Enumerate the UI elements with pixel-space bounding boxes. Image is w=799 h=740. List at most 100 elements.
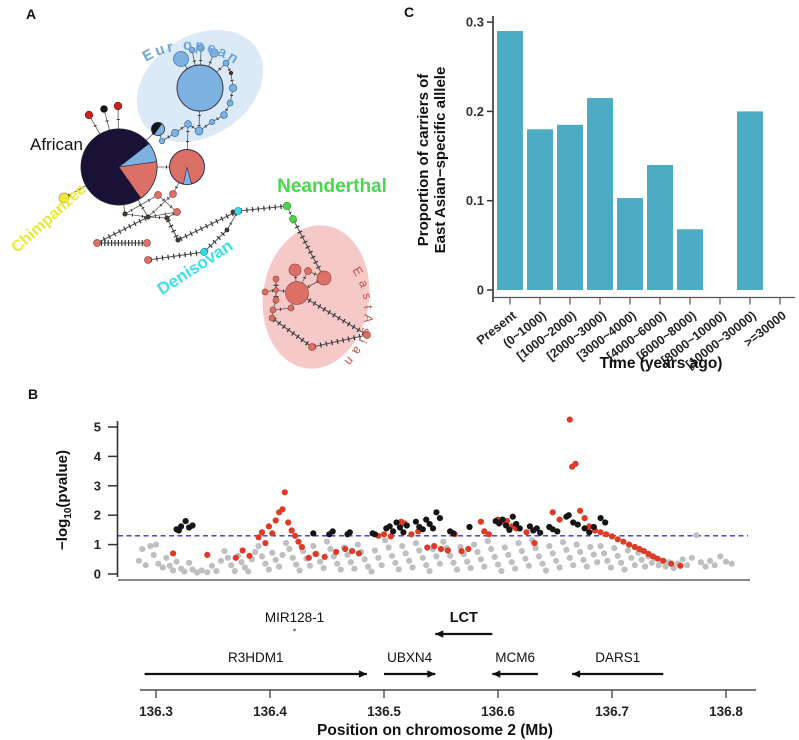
gene-label-DARS1: DARS1: [595, 650, 640, 665]
scatter-point-background: [573, 541, 580, 548]
scatter-point-background: [494, 561, 502, 568]
c-xlabel: Time (years ago): [600, 355, 723, 372]
scatter-point-archaic-shared: [586, 529, 593, 536]
haplotype-node-salmon: [154, 191, 162, 199]
scatter-point-background: [587, 543, 594, 551]
scatter-point-background: [711, 562, 718, 569]
bar-0: [497, 31, 523, 291]
scatter-point-background: [221, 548, 228, 555]
gene-label-MIR128-1: MIR128-1: [265, 610, 324, 625]
UBXN4-gene-arrowhead: [427, 670, 436, 678]
scatter-point-archaic-shared: [329, 528, 336, 535]
scatter-point-background: [147, 543, 154, 550]
scatter-point-background: [511, 565, 519, 572]
scatter-point-east-asian-specific: [246, 552, 253, 559]
scatter-point-background: [217, 557, 225, 564]
scatter-point-background: [518, 548, 526, 555]
b-x-tick-label: 136.7: [595, 704, 629, 719]
haplotype-node-blue: [194, 126, 204, 136]
scatter-point-background: [286, 545, 293, 553]
network-edge: [124, 194, 159, 215]
scatter-point-background: [150, 551, 157, 559]
haplotype-node-black: [100, 105, 108, 113]
scatter-point-background: [717, 553, 724, 560]
c-y-tick-label: 0.2: [466, 104, 484, 119]
scatter-point-east-asian-specific: [272, 517, 279, 524]
scatter-point-east-asian-specific: [531, 540, 538, 547]
scatter-point-background: [628, 554, 635, 561]
scatter-point-background: [505, 551, 512, 559]
scatter-point-east-asian-specific: [649, 553, 657, 560]
scatter-point-background: [296, 567, 303, 574]
haplotype-node-blue: [228, 83, 238, 93]
haplotype-node-salmon: [269, 306, 277, 314]
scatter-point-background: [488, 545, 495, 553]
scatter-point-archaic-shared: [537, 529, 544, 536]
scatter-point-east-asian-specific: [255, 534, 262, 541]
scatter-point-background: [648, 559, 656, 566]
scatter-point-background: [580, 556, 587, 564]
scatter-point-background: [189, 566, 196, 573]
scatter-point-archaic-shared: [426, 520, 433, 528]
scatter-point-background: [392, 559, 399, 566]
scatter-point-background: [347, 559, 354, 566]
b-x-tick-label: 136.6: [481, 704, 515, 719]
scatter-point-background: [638, 556, 645, 564]
scatter-point-background: [577, 548, 584, 556]
scatter-point-background: [597, 543, 604, 550]
scatter-point-east-asian-specific: [312, 550, 319, 558]
haplotype-node-salmon: [268, 314, 276, 322]
scatter-point-background: [198, 567, 205, 574]
network-edge-ticks: [185, 123, 190, 168]
scatter-point-east-asian-specific: [258, 529, 266, 536]
b-y-tick-label: 5: [94, 420, 101, 435]
haplotype-node-salmon: [272, 296, 280, 304]
b-x-tick-label: 136.3: [139, 704, 173, 719]
scatter-point-background: [170, 567, 177, 574]
scatter-point-background: [508, 559, 515, 566]
bar-chart-panel: 00.10.20.3Present(0~1000)[1000~2000)[200…: [415, 15, 795, 372]
scatter-panel: 0 1 2 3 4 5 −log10(pvalue) MIR128-1 LCT R3HDM1 UBX…: [54, 416, 756, 739]
scatter-point-east-asian-specific: [597, 529, 604, 536]
scatter-point-background: [378, 562, 385, 569]
scatter-point-archaic-shared: [310, 530, 317, 537]
panel-b-label: B: [28, 386, 39, 402]
c-y-tick-label: 0.1: [466, 193, 484, 208]
european-node: [176, 64, 224, 112]
network-edge-ticks: [202, 228, 229, 254]
haplotype-node-salmon: [261, 288, 269, 296]
scatter-point-east-asian-specific: [288, 527, 295, 534]
haplotype-node-blue: [197, 44, 205, 52]
scatter-point-background: [351, 565, 358, 572]
c-y-tick-label: 0: [477, 283, 484, 298]
bar-3: [587, 98, 613, 290]
scatter-point-background: [688, 554, 695, 561]
scatter-point-east-asian-specific: [380, 531, 388, 538]
scatter-point-archaic-shared: [390, 528, 397, 535]
scatter-point-background: [186, 559, 193, 566]
scatter-point-archaic-shared: [371, 531, 378, 538]
scatter-point-background: [570, 562, 577, 569]
bar-6: [677, 229, 703, 290]
scatter-point-archaic-shared: [581, 525, 588, 532]
network-edge: [296, 292, 368, 336]
scatter-point-archaic-shared: [393, 519, 400, 526]
haplotype-node-salmon: [285, 281, 309, 305]
scatter-point-background: [282, 540, 290, 547]
scatter-point-archaic-shared: [565, 512, 572, 519]
scatter-point-background: [306, 562, 313, 569]
scatter-point-archaic-shared: [466, 523, 473, 531]
scatter-point-archaic-shared: [506, 526, 513, 534]
scatter-point-background: [224, 554, 231, 561]
network-edge-ticks: [198, 120, 213, 133]
scatter-point-east-asian-specific: [444, 547, 451, 554]
scatter-point-east-asian-specific: [614, 536, 621, 543]
haplotype-node-blue: [171, 129, 179, 137]
haplotype-node-salmon: [93, 239, 101, 247]
b-x-tick-label: 136.5: [367, 704, 401, 719]
network-edge: [157, 194, 178, 213]
scatter-point-archaic-shared: [526, 523, 534, 530]
scatter-point-background: [265, 566, 272, 573]
network-edge-ticks: [285, 205, 295, 220]
